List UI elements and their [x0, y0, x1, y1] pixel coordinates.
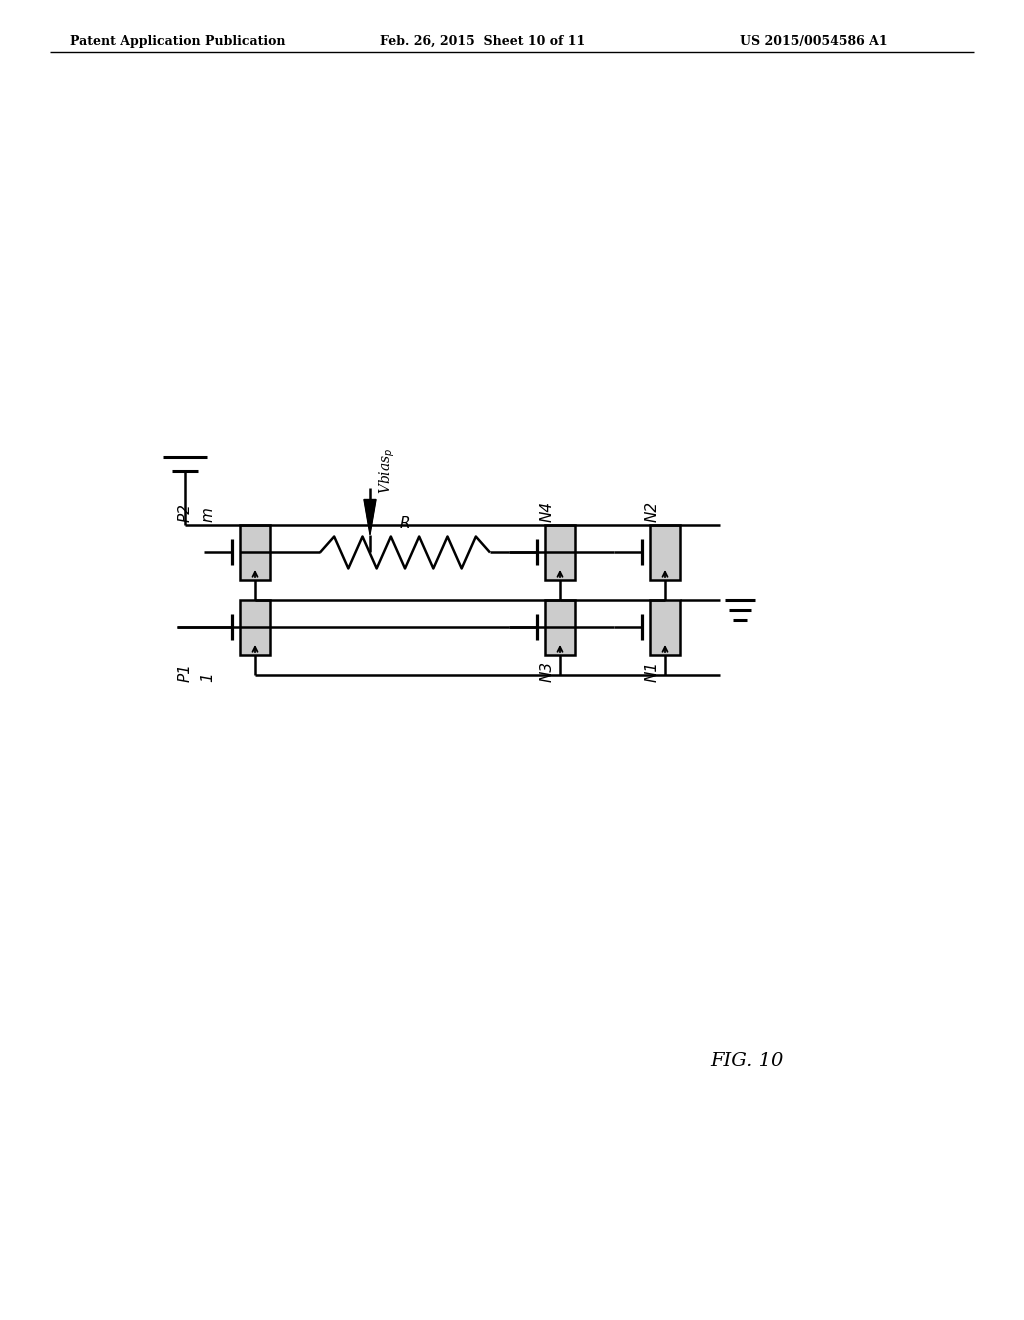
Text: m: m — [200, 508, 215, 523]
Text: N4: N4 — [540, 502, 555, 523]
Text: 1: 1 — [200, 673, 215, 682]
Text: Vbias$_p$: Vbias$_p$ — [378, 447, 397, 495]
Text: Patent Application Publication: Patent Application Publication — [70, 36, 286, 48]
Text: US 2015/0054586 A1: US 2015/0054586 A1 — [740, 36, 888, 48]
Text: N3: N3 — [540, 661, 555, 682]
Text: R: R — [400, 516, 411, 531]
Text: P2: P2 — [178, 503, 193, 523]
Text: N2: N2 — [645, 502, 660, 523]
Bar — [240, 601, 270, 655]
Text: Feb. 26, 2015  Sheet 10 of 11: Feb. 26, 2015 Sheet 10 of 11 — [380, 36, 586, 48]
Bar — [545, 525, 575, 579]
Text: N1: N1 — [645, 661, 660, 682]
Text: P1: P1 — [178, 664, 193, 682]
Bar — [650, 525, 680, 579]
Text: FIG. 10: FIG. 10 — [710, 1052, 783, 1071]
Polygon shape — [364, 499, 376, 535]
Bar — [240, 525, 270, 579]
Bar — [650, 601, 680, 655]
Bar — [545, 601, 575, 655]
